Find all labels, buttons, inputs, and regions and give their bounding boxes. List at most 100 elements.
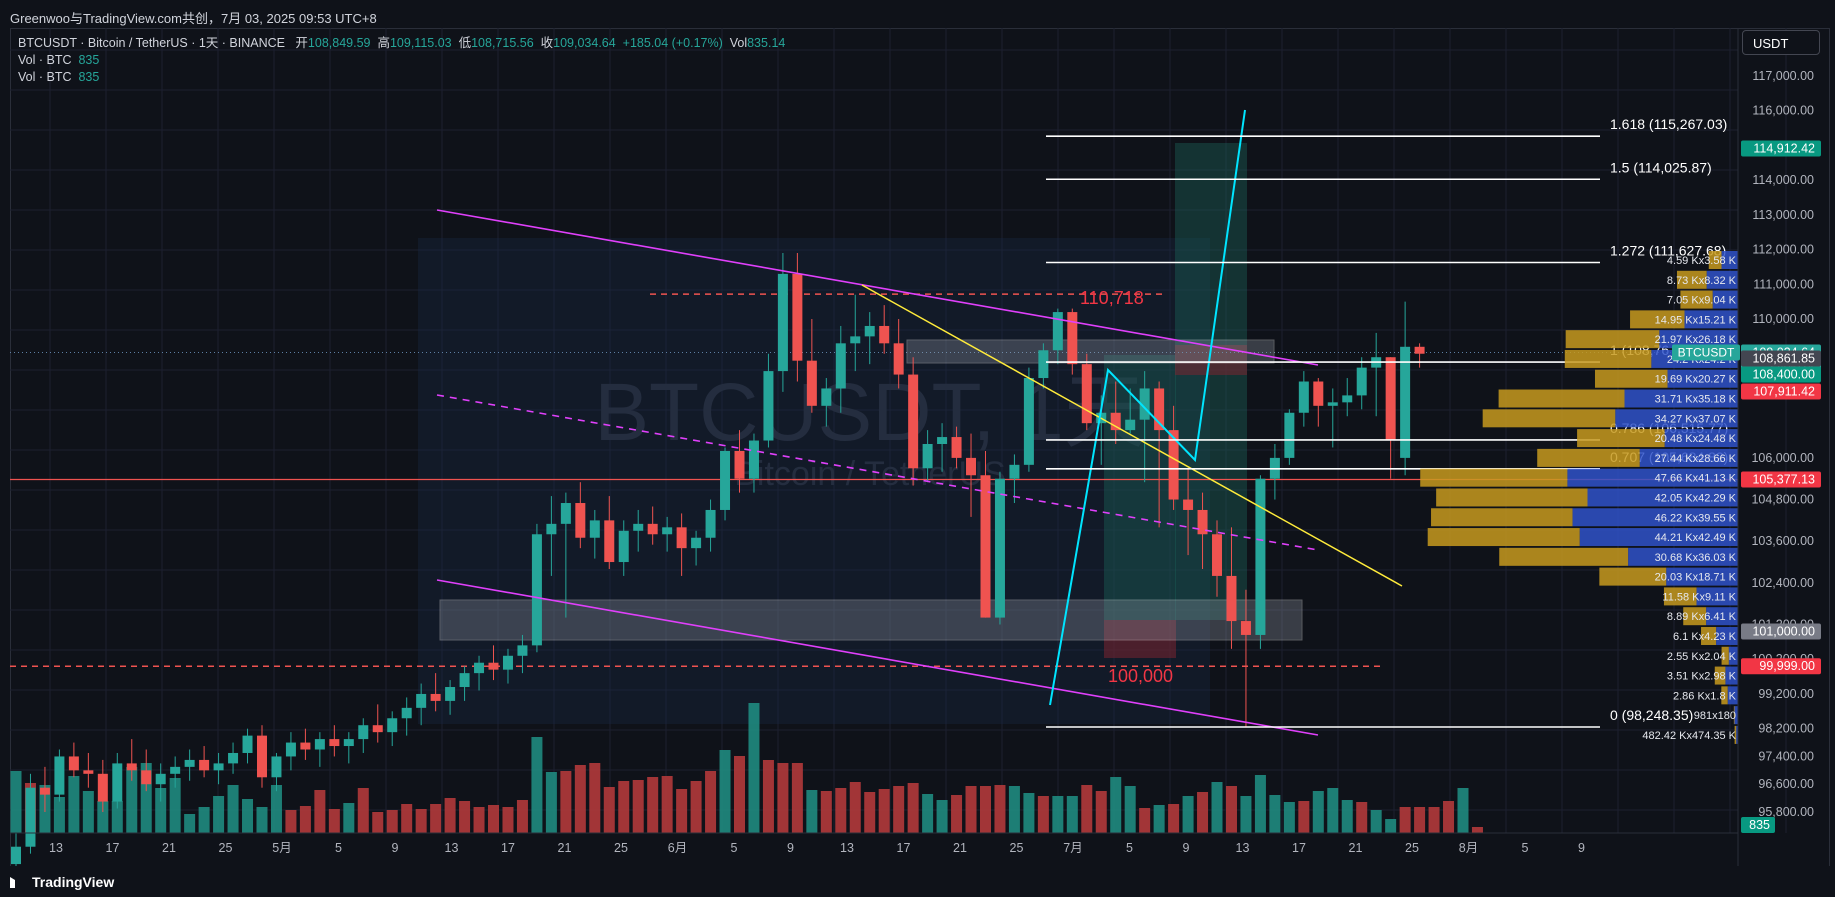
vol-legend-row[interactable]: Vol · BTC 835 — [18, 52, 785, 69]
time-axis-tick: 25 — [1010, 841, 1024, 855]
candle-body — [1414, 346, 1425, 354]
time-axis-tick: 9 — [787, 841, 794, 855]
volume-profile-up — [1716, 626, 1738, 645]
volume-profile-up — [1684, 310, 1738, 329]
candle-body — [994, 478, 1005, 618]
open-value: 108,849.59 — [307, 36, 371, 50]
low-value: 108,715.56 — [471, 36, 534, 50]
vol-legend-row[interactable]: Vol · BTC 835 — [18, 69, 785, 86]
header-title: Greenwoo与TradingView.com共创，7月 03, 2025 0… — [10, 11, 377, 26]
projection-path — [1049, 109, 1246, 706]
candle-body — [720, 450, 731, 510]
symbol-description[interactable]: BTCUSDT · Bitcoin / TetherUS · 1天 · BINA… — [18, 36, 285, 50]
candle-body — [908, 374, 919, 469]
volume-profile-up — [1666, 567, 1738, 586]
candle-body — [966, 457, 977, 476]
candle-body — [1052, 312, 1063, 351]
volume-bar — [574, 765, 586, 833]
currency-unit-button[interactable]: USDT — [1742, 30, 1820, 55]
price-tag — [1741, 350, 1821, 367]
candle-body — [1023, 378, 1034, 465]
candle-body — [705, 509, 716, 538]
volume-profile-label: 981x180 — [1694, 710, 1736, 722]
price-axis-tick: 96,600.00 — [1758, 777, 1814, 791]
candle-body — [1125, 419, 1136, 431]
volume-bar — [1312, 791, 1324, 833]
watermark-description: Bitcoin / TetherUS — [734, 455, 1006, 493]
vol-value: 835.14 — [747, 36, 786, 50]
volume-bar — [1081, 785, 1093, 833]
fib-level-label: 1.272 (111,627.68) — [1610, 243, 1726, 259]
volume-profile-down — [1577, 429, 1665, 448]
candle-body — [343, 739, 354, 747]
time-axis-tick: 5 — [731, 841, 738, 855]
volume-profile-label: 30.68 Kx36.03 K — [1655, 552, 1737, 564]
candle-body — [879, 325, 890, 344]
price-tag-label: 114,912.42 — [1753, 141, 1815, 155]
fib-level-label: 1.5 (114,025.87) — [1610, 159, 1712, 175]
volume-profile-label: 8.73 Kx8.32 K — [1667, 275, 1737, 287]
time-axis-tick: 21 — [1349, 841, 1363, 855]
volume-profile-down — [1714, 666, 1726, 685]
candle-body — [980, 475, 991, 618]
candle-body — [112, 763, 123, 802]
volume-bar — [951, 795, 963, 833]
time-axis: 13 17 21 25 5月 5 9 13 17 21 25 6月 5 9 13 17 21 25 7月 5 9 13 17… — [49, 841, 1585, 855]
volume-profile-up — [1728, 646, 1738, 665]
candle-body — [1081, 364, 1092, 424]
candle-body — [734, 450, 745, 479]
candle-body — [126, 763, 137, 771]
candle-body — [937, 437, 948, 444]
volume-profile-up — [1628, 547, 1738, 566]
volume-bar — [820, 791, 832, 833]
time-axis-tick: 9 — [1578, 841, 1585, 855]
candle-body — [633, 523, 644, 531]
volume-profile-label: 19.69 Kx20.27 K — [1655, 374, 1737, 386]
volume-bar — [1023, 793, 1035, 833]
time-axis-tick: 5 — [1522, 841, 1529, 855]
price-tag — [1741, 366, 1821, 383]
volume-bar — [1385, 819, 1397, 833]
candle-body — [575, 503, 586, 538]
resistance-box — [906, 339, 1275, 364]
candle-body — [806, 360, 817, 406]
volume-profile-label: 20.03 Kx18.71 K — [1655, 572, 1737, 584]
volume-bar — [1110, 777, 1122, 833]
vol-row-value: 835 — [78, 70, 100, 84]
volume-profile-down — [1683, 607, 1707, 626]
candle-body — [445, 687, 456, 701]
volume-profile-up — [1667, 369, 1738, 388]
volume-bar — [213, 796, 225, 833]
volume-bar — [545, 772, 557, 833]
candle-body — [97, 773, 108, 802]
volume-profile-down — [1676, 270, 1707, 289]
candle-body — [1226, 575, 1237, 622]
long-position-target-zone — [1175, 143, 1247, 620]
candle-body — [1067, 312, 1078, 365]
candle-body — [618, 530, 629, 563]
volume-profile-down — [1420, 468, 1568, 487]
volume-profile-up — [1696, 587, 1738, 606]
price-axis-tick: 112,000.00 — [1752, 243, 1814, 257]
candle-body — [25, 787, 36, 847]
volume-bar — [531, 737, 543, 833]
volume-bar — [1254, 775, 1266, 833]
volume-bar — [459, 801, 471, 833]
volume-bar — [1139, 808, 1151, 833]
volume-bar — [806, 790, 818, 833]
price-axis-tick: 110,000.00 — [1752, 312, 1814, 326]
volume-profile-down — [1594, 369, 1668, 388]
candle-body — [604, 520, 615, 563]
volume-profile-down — [1427, 528, 1580, 547]
volume-bar — [473, 807, 485, 833]
candle-body — [835, 343, 846, 389]
tradingview-logo[interactable]: TradingView — [10, 874, 114, 890]
volume-profile-label: 46.22 Kx39.55 K — [1655, 512, 1737, 524]
volume-bar — [849, 782, 861, 833]
footer-bar: TradingView — [0, 866, 1835, 897]
volume-bar — [140, 763, 152, 833]
price-axis-tick: 102,400.00 — [1751, 576, 1814, 590]
volume-profile-down — [1537, 448, 1640, 467]
candle-body — [1400, 346, 1411, 458]
